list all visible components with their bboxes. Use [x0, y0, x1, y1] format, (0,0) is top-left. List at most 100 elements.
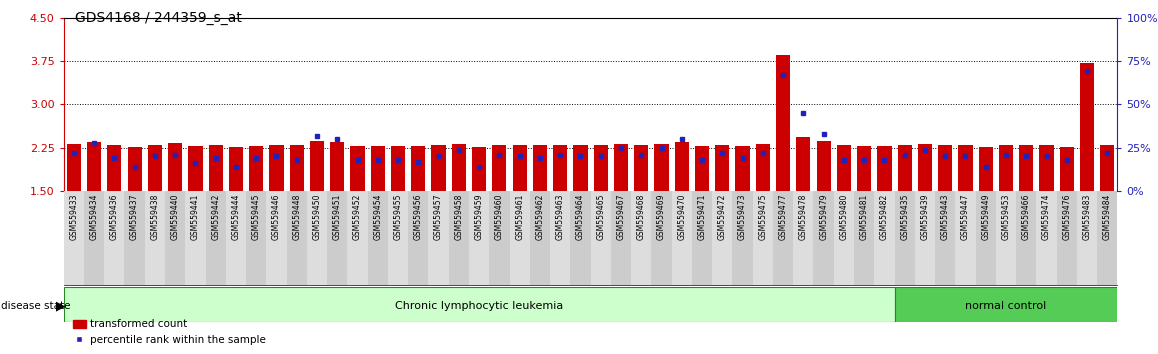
Text: GSM559467: GSM559467 [616, 194, 625, 240]
Bar [591, 191, 611, 285]
Text: GSM559459: GSM559459 [475, 194, 484, 240]
Text: GSM559472: GSM559472 [718, 194, 727, 240]
Text: GSM559441: GSM559441 [191, 194, 200, 240]
Bar [290, 145, 303, 191]
Bar [449, 191, 469, 285]
Text: GSM559454: GSM559454 [373, 194, 382, 240]
Text: GSM559461: GSM559461 [515, 194, 525, 240]
Bar [489, 191, 510, 285]
Bar [428, 191, 448, 285]
Bar [452, 144, 466, 191]
Bar [554, 145, 567, 191]
Bar [472, 147, 486, 191]
Text: disease state: disease state [1, 301, 71, 311]
Bar [245, 191, 266, 285]
Bar [1019, 145, 1033, 191]
Text: GSM559434: GSM559434 [89, 194, 98, 240]
Text: GSM559438: GSM559438 [151, 194, 160, 240]
Bar [513, 145, 527, 191]
Bar [189, 146, 203, 191]
Bar [411, 146, 425, 191]
Bar [1077, 191, 1098, 285]
Text: GSM559439: GSM559439 [921, 194, 930, 240]
Bar [797, 137, 811, 191]
Bar [635, 145, 648, 191]
Bar [64, 287, 894, 322]
Bar [611, 191, 631, 285]
Text: GSM559471: GSM559471 [697, 194, 706, 240]
Bar [594, 145, 608, 191]
Bar [351, 146, 365, 191]
Bar [1036, 191, 1056, 285]
Bar [834, 191, 853, 285]
Bar [432, 145, 446, 191]
Bar [307, 191, 327, 285]
Bar [631, 191, 651, 285]
Bar [249, 146, 263, 191]
Text: GSM559436: GSM559436 [110, 194, 119, 240]
Bar [67, 144, 81, 191]
Text: GSM559465: GSM559465 [596, 194, 606, 240]
Bar [936, 191, 955, 285]
Text: GSM559473: GSM559473 [738, 194, 747, 240]
Bar [64, 191, 83, 285]
Bar [793, 191, 813, 285]
Text: GSM559446: GSM559446 [272, 194, 281, 240]
Bar [533, 145, 547, 191]
Bar [999, 145, 1013, 191]
Bar [1100, 145, 1114, 191]
Text: GSM559448: GSM559448 [292, 194, 301, 240]
Bar [226, 191, 245, 285]
Bar [229, 147, 243, 191]
Bar [327, 191, 347, 285]
Text: GSM559479: GSM559479 [819, 194, 828, 240]
Bar [388, 191, 408, 285]
Bar [510, 191, 529, 285]
Bar [894, 287, 1117, 322]
Bar [164, 191, 185, 285]
Text: GSM559462: GSM559462 [535, 194, 544, 240]
Bar [938, 145, 952, 191]
Text: GSM559477: GSM559477 [778, 194, 787, 240]
Bar [733, 191, 753, 285]
Bar [837, 145, 851, 191]
Bar [145, 191, 164, 285]
Bar [185, 191, 206, 285]
Text: ▶: ▶ [56, 300, 65, 313]
Text: GSM559460: GSM559460 [494, 194, 504, 240]
Bar [573, 145, 587, 191]
Text: GSM559463: GSM559463 [556, 194, 565, 240]
Bar [857, 146, 871, 191]
Text: GSM559484: GSM559484 [1102, 194, 1112, 240]
Bar [712, 191, 732, 285]
Text: GSM559443: GSM559443 [940, 194, 950, 240]
Bar [654, 144, 668, 191]
Bar [1060, 147, 1073, 191]
Bar [959, 145, 973, 191]
Bar [753, 191, 774, 285]
Bar [87, 142, 101, 191]
Text: GSM559483: GSM559483 [1083, 194, 1092, 240]
Text: GSM559442: GSM559442 [211, 194, 220, 240]
Bar [897, 145, 911, 191]
Bar [774, 191, 793, 285]
Bar [1080, 63, 1094, 191]
Bar [266, 191, 287, 285]
Bar [148, 145, 162, 191]
Bar [310, 141, 324, 191]
Text: GSM559470: GSM559470 [677, 194, 687, 240]
Bar [287, 191, 307, 285]
Bar [894, 191, 915, 285]
Bar [571, 191, 591, 285]
Bar [695, 146, 709, 191]
Bar [1057, 191, 1077, 285]
Bar [127, 147, 141, 191]
Text: GSM559474: GSM559474 [1042, 194, 1051, 240]
Text: GSM559464: GSM559464 [576, 194, 585, 240]
Text: GSM559433: GSM559433 [69, 194, 79, 240]
Bar [208, 145, 222, 191]
Text: GSM559440: GSM559440 [170, 194, 179, 240]
Bar [979, 147, 992, 191]
Bar [816, 142, 830, 191]
Text: GSM559480: GSM559480 [840, 194, 849, 240]
